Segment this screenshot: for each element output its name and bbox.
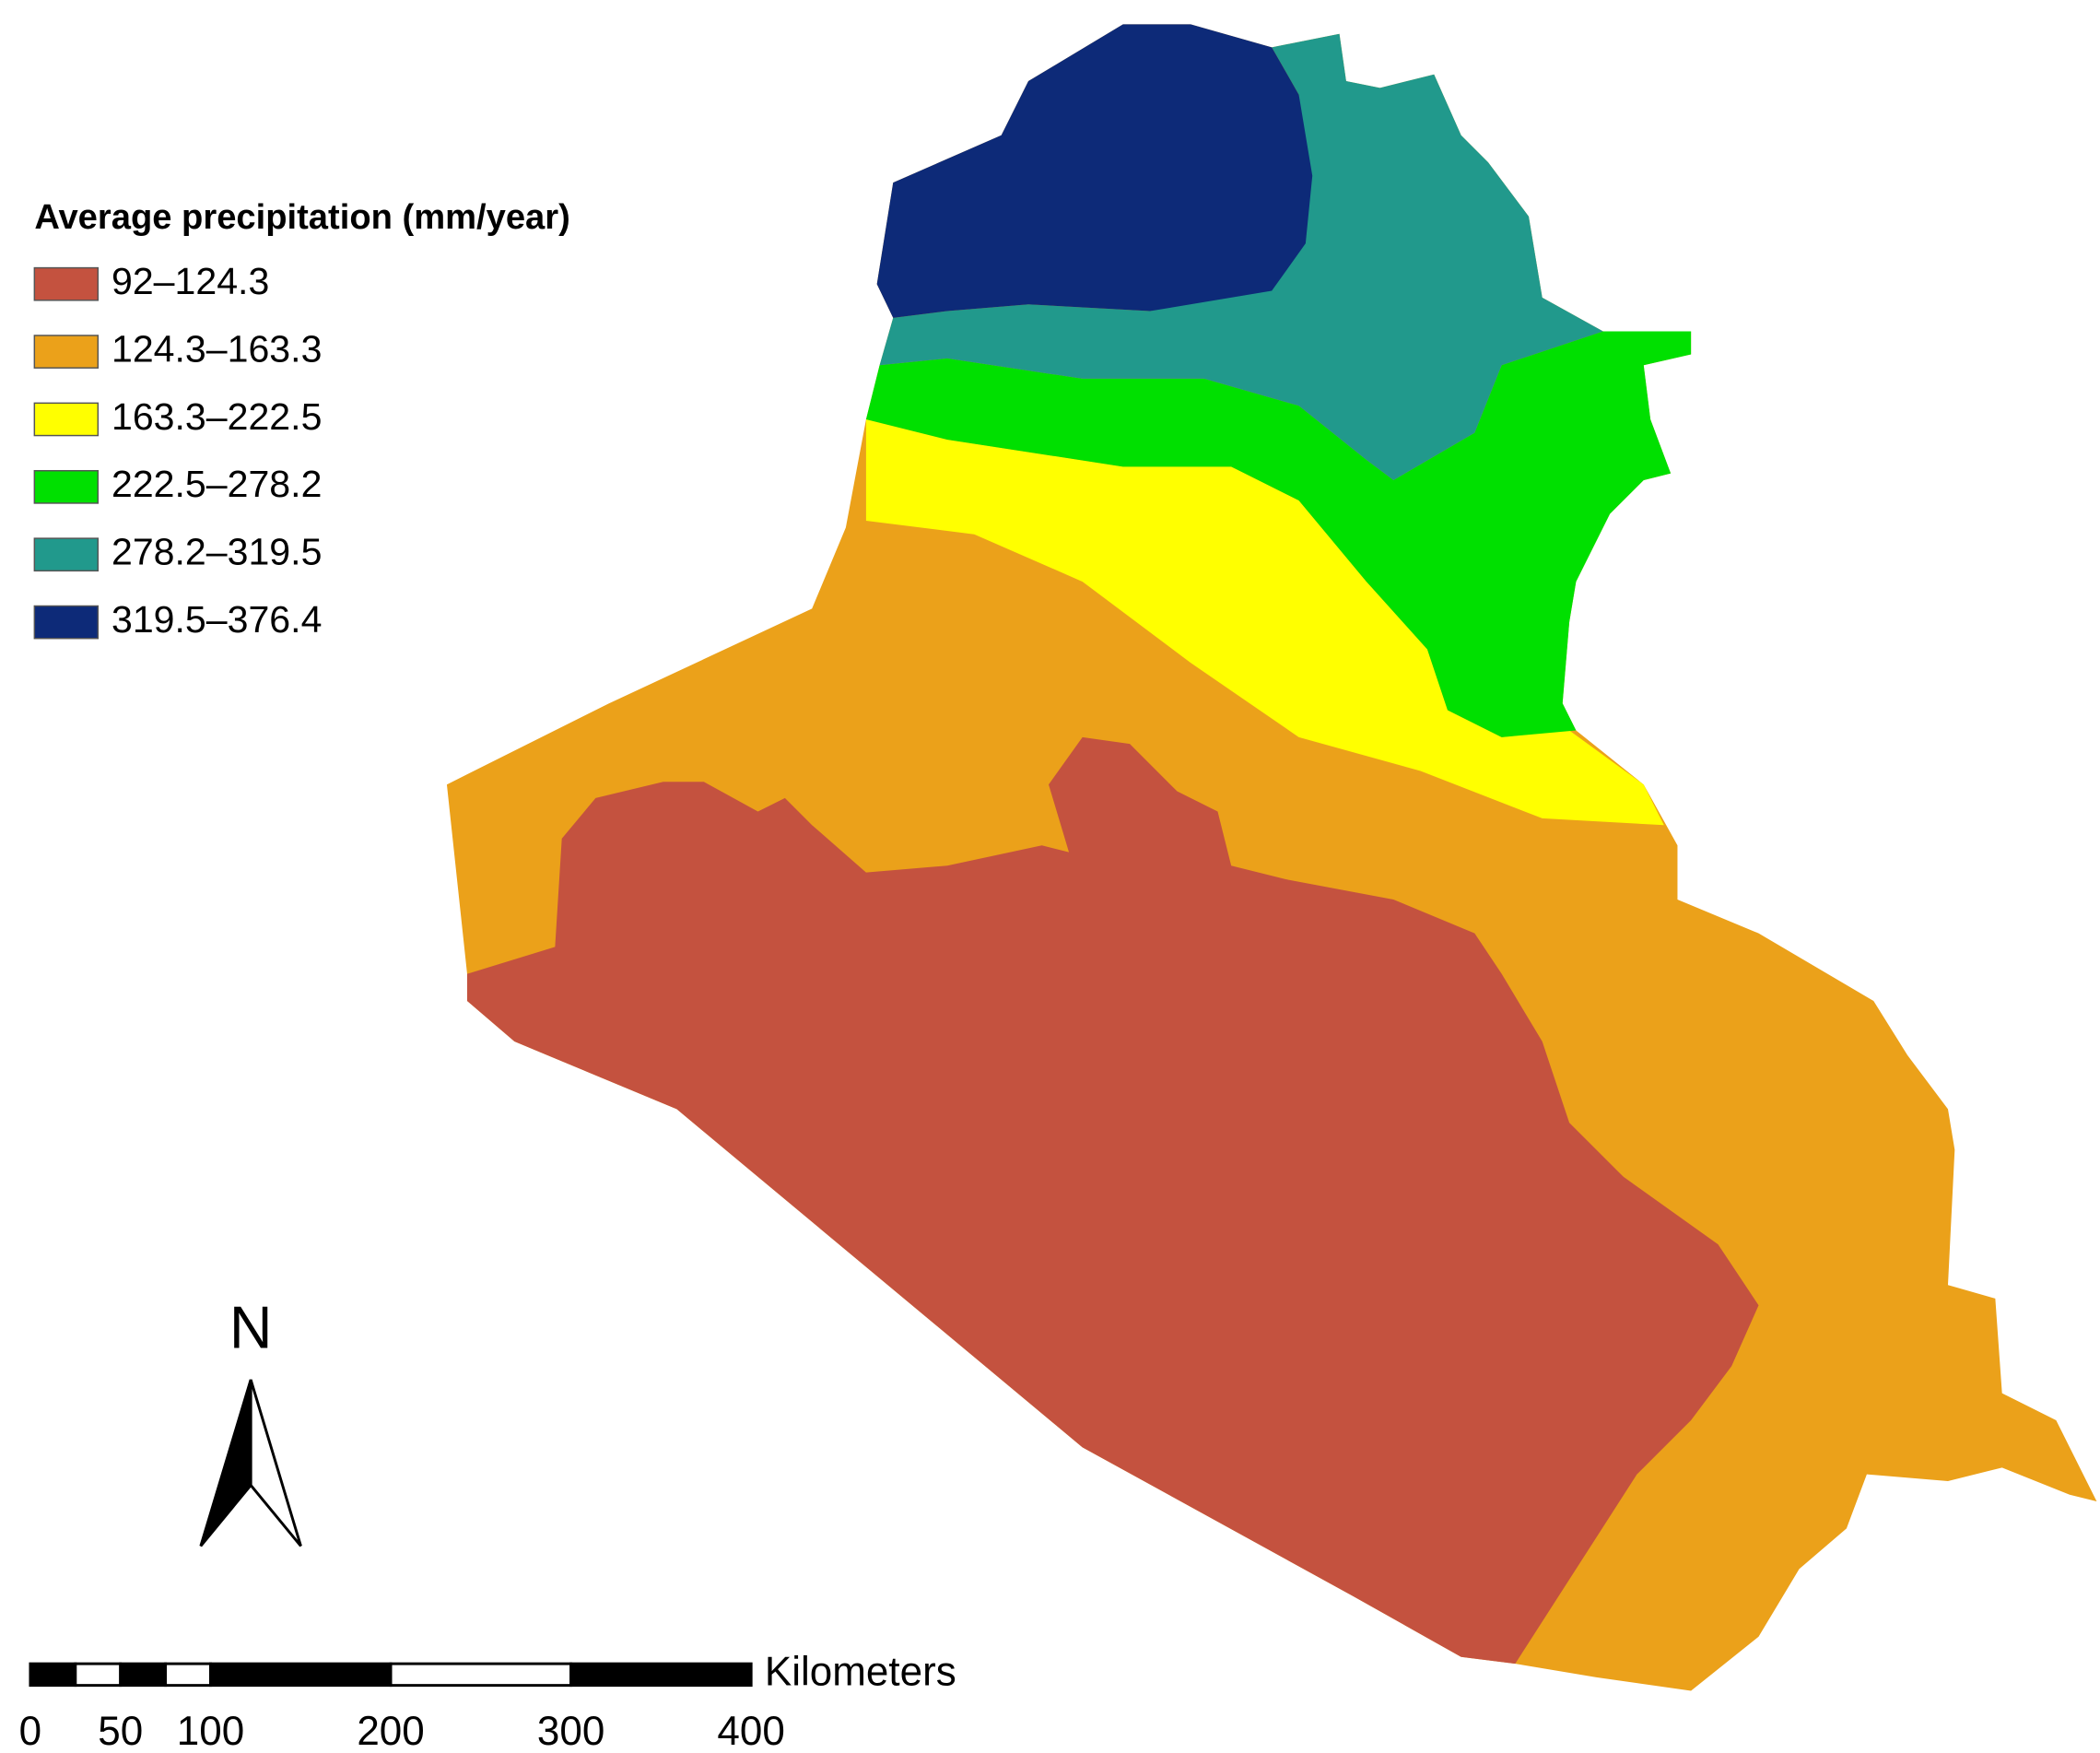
scale-segment (164, 1662, 212, 1688)
legend-label: 278.2–319.5 (111, 531, 322, 573)
north-arrow-right (249, 1379, 302, 1547)
legend-label: 163.3–222.5 (111, 395, 322, 438)
legend: 92–124.3 124.3–163.3 163.3–222.5 222.5–278.… (33, 260, 322, 641)
zone (865, 418, 1664, 826)
scale-label: 0 (19, 1709, 41, 1753)
north-label: N (229, 1295, 273, 1361)
scale-bar: 0 50 100 200 300 400 (19, 1662, 785, 1753)
legend-label: 124.3–163.3 (111, 327, 322, 370)
zone (865, 331, 1692, 737)
precipitation-zones (446, 24, 2097, 1691)
scale-label: 400 (717, 1709, 784, 1753)
scale-segment (389, 1662, 573, 1688)
zone (466, 736, 1759, 1665)
legend-swatch (33, 402, 100, 437)
zone (876, 24, 1313, 318)
scale-label: 100 (177, 1709, 244, 1753)
legend-swatch (33, 469, 100, 504)
north-arrow-left (199, 1379, 252, 1547)
scale-segment (569, 1662, 753, 1688)
scale-segment (209, 1662, 393, 1688)
scale-label: 50 (98, 1709, 143, 1753)
legend-swatch (33, 266, 100, 301)
scale-unit: Kilometers (765, 1650, 956, 1695)
scale-label: 300 (537, 1709, 604, 1753)
scale-segment (119, 1662, 168, 1688)
scale-label: 200 (357, 1709, 424, 1753)
legend-label: 222.5–278.2 (111, 463, 322, 505)
zone (879, 33, 1603, 480)
scale-segment (29, 1662, 77, 1688)
legend-swatch (33, 537, 100, 572)
legend-title: Average precipitation (mm/year) (34, 197, 569, 237)
legend-label: 319.5–376.4 (111, 598, 322, 641)
legend-swatch (33, 335, 100, 369)
legend-swatch (33, 605, 100, 640)
legend-label: 92–124.3 (111, 260, 269, 302)
scale-segment (74, 1662, 123, 1688)
